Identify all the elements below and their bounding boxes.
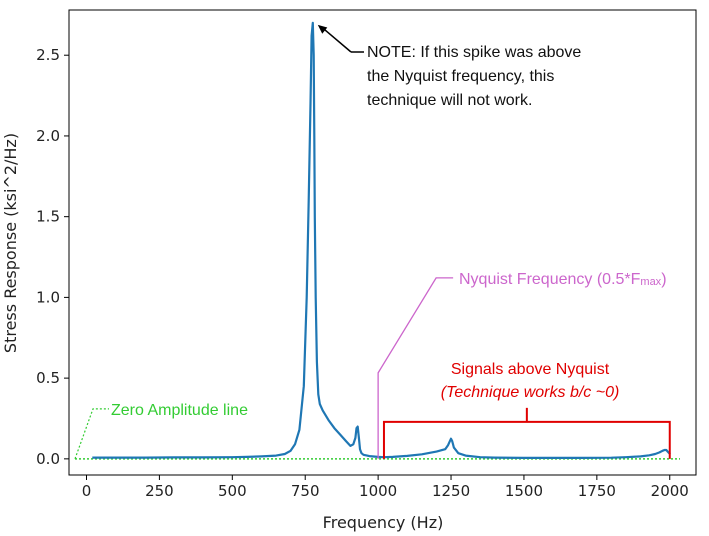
x-tick-label: 750 (291, 482, 320, 500)
zero-amplitude-leader (74, 408, 109, 460)
x-tick-label: 1500 (505, 482, 543, 500)
nyquist-label: Nyquist Frequency (0.5*Fmax) (459, 271, 667, 288)
note-line-1: NOTE: If this spike was above (367, 44, 581, 61)
zero-amplitude-label: Zero Amplitude line (111, 402, 248, 419)
nyquist-leader-line (377, 277, 454, 459)
nyquist-label-sub: max (640, 276, 661, 288)
x-tick-label: 1750 (578, 482, 616, 500)
note-line-3: technique will not work. (367, 92, 532, 109)
x-tick-label: 1000 (359, 482, 397, 500)
x-tick-label: 1250 (432, 482, 470, 500)
x-tick-label: 2000 (651, 482, 689, 500)
y-tick-label: 0.5 (36, 369, 60, 387)
plot-area (68, 9, 697, 476)
y-tick-label: 0.0 (36, 450, 60, 468)
nyquist-label-close: ) (661, 271, 666, 288)
x-tick-label: 500 (218, 482, 247, 500)
x-tick-label: 0 (82, 482, 92, 500)
y-tick-label: 1.0 (36, 288, 60, 306)
y-tick-label: 2.0 (36, 127, 60, 145)
nyquist-label-main: Nyquist Frequency (0.5*F (459, 271, 641, 288)
axis-ticks: 0 250 500 750 1000 1250 1500 1750 2000 0.0 0.5 1.0 1… (36, 46, 689, 500)
note-arrow-shaft (323, 28, 352, 53)
y-tick-label: 2.5 (36, 46, 60, 64)
signals-above-nyquist-title: Signals above Nyquist (451, 361, 610, 378)
x-axis-label: Frequency (Hz) (323, 513, 444, 532)
y-axis-label: Stress Response (ksi^2/Hz) (1, 133, 20, 353)
series-line-stress-response (92, 21, 671, 459)
y-tick-label: 1.5 (36, 208, 60, 226)
signals-above-nyquist-subtitle: (Technique works b/c ~0) (441, 384, 620, 401)
note-arrowhead (317, 24, 328, 34)
note-line-2: the Nyquist frequency, this (367, 68, 554, 85)
x-tick-label: 250 (145, 482, 174, 500)
